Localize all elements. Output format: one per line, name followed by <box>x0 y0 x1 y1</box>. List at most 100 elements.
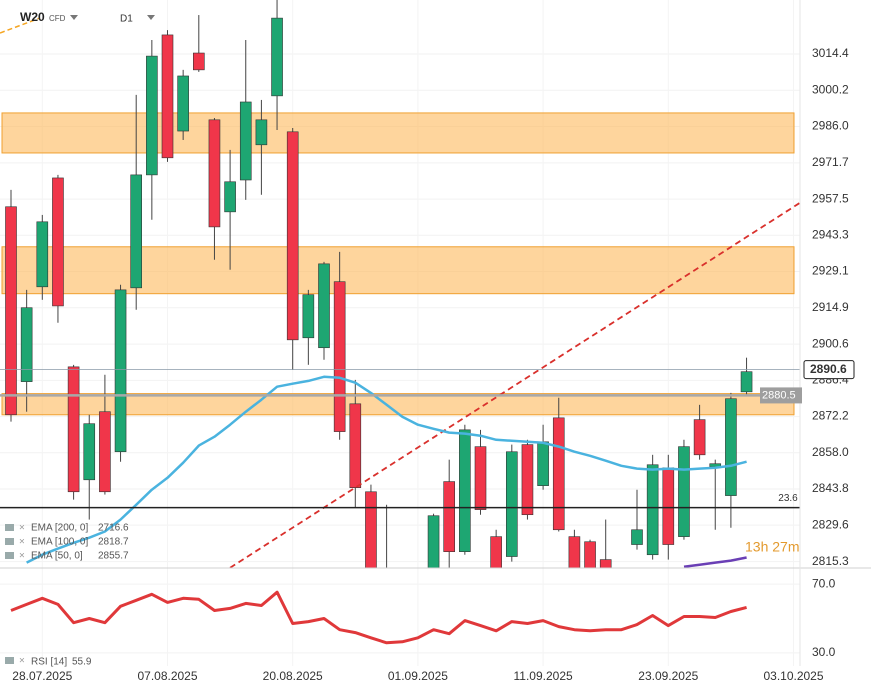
price-tag <box>803 360 855 380</box>
x-tick-label: 07.08.2025 <box>137 669 197 683</box>
candle-body <box>161 34 174 159</box>
candle-body <box>20 307 33 382</box>
symbol[interactable]: W20 <box>20 10 45 24</box>
candle-body <box>83 423 96 481</box>
candle-body <box>67 366 80 493</box>
legend-icon <box>5 657 14 664</box>
candle-body <box>490 536 502 568</box>
candle-body <box>537 441 549 486</box>
candle-body <box>224 181 236 213</box>
legend-label: EMA [50, 0] <box>31 551 83 562</box>
x-tick-label: 11.09.2025 <box>514 669 573 683</box>
candle-body <box>255 119 268 146</box>
rsi-pane <box>10 590 747 645</box>
candle-body <box>5 206 17 416</box>
overlay: W20 CFD D1 13h 27m 3014.4 3000.2 2986.0 297… <box>5 10 855 683</box>
candle-body <box>177 75 189 132</box>
candle-body <box>521 444 534 516</box>
candle-body <box>208 119 221 228</box>
candle-body <box>36 221 49 288</box>
x-tick-label: 20.08.2025 <box>263 669 323 683</box>
rsi-tick-label: 70.0 <box>812 576 836 590</box>
y-tick-label: 3000.2 <box>812 82 849 96</box>
candle-body <box>333 281 346 432</box>
price-label: 2890.6 <box>810 362 847 376</box>
candle-body <box>459 429 471 552</box>
candle-body <box>427 515 440 568</box>
candle-body <box>99 411 111 493</box>
legend-close[interactable]: × <box>19 523 25 534</box>
countdown: 13h 27m <box>745 539 799 555</box>
candle-body <box>349 403 362 488</box>
ema-line <box>26 375 747 564</box>
candle-body <box>646 464 659 556</box>
legend-close[interactable]: × <box>19 537 25 548</box>
y-tick-label: 2900.6 <box>812 336 849 350</box>
rsi-value: 55.9 <box>72 657 92 668</box>
candle-body <box>678 446 690 537</box>
candle-body <box>631 529 643 545</box>
legend-value: 2855.7 <box>98 551 129 562</box>
x-tick-label: 03.10.2025 <box>763 669 823 683</box>
candle-body <box>302 294 315 339</box>
y-tick-label: 2971.7 <box>812 155 849 169</box>
dropdown-icon[interactable] <box>147 15 155 20</box>
y-tick-label: 3014.4 <box>812 46 849 60</box>
ema-line <box>683 556 747 568</box>
candle-body <box>693 419 706 456</box>
candle-body <box>130 174 142 289</box>
candle-body <box>599 559 612 568</box>
x-tick-label: 28.07.2025 <box>12 669 72 683</box>
y-tick-label: 2914.9 <box>812 300 849 314</box>
candle-body <box>114 289 127 453</box>
dropdown-icon[interactable] <box>70 15 78 20</box>
legend-label: EMA [200, 0] <box>31 523 88 534</box>
legend-value: 2716.6 <box>98 523 129 534</box>
candle-body <box>568 536 581 568</box>
candle-body <box>725 398 737 496</box>
y-tick-label: 2943.3 <box>812 227 849 241</box>
candle-body <box>365 491 377 568</box>
legend-close[interactable]: × <box>19 551 25 562</box>
y-tick-label: 2858.0 <box>812 445 849 459</box>
price-pane <box>0 0 800 568</box>
rsi-line <box>10 590 747 645</box>
legend-value: 2818.7 <box>98 537 129 548</box>
legend-close[interactable]: × <box>19 656 25 667</box>
y-tick-label: 2986.0 <box>812 119 849 133</box>
candle-body <box>505 451 518 557</box>
y-tick-label: 2829.6 <box>812 517 849 531</box>
candle-body <box>146 55 158 176</box>
candle-body <box>286 131 299 341</box>
candle-body <box>443 481 456 552</box>
candle-body <box>193 52 205 71</box>
legend-icon <box>5 538 14 545</box>
rsi-tick-label: 30.0 <box>812 645 836 659</box>
y-tick-label: 2815.3 <box>812 554 849 568</box>
candle-body <box>318 263 330 349</box>
level-tag <box>760 387 802 404</box>
y-tick-label: 2872.2 <box>812 409 849 423</box>
legend-label: EMA [100, 0] <box>31 537 88 548</box>
candle-body <box>239 101 252 181</box>
candle-body <box>552 417 565 531</box>
zone <box>1 112 795 154</box>
decor-line <box>0 17 41 34</box>
x-tick-label: 01.09.2025 <box>388 669 448 683</box>
y-tick-label: 2843.8 <box>812 481 849 495</box>
timeframe[interactable]: D1 <box>120 14 133 25</box>
candle-body <box>52 177 64 307</box>
y-tick-label: 2929.1 <box>812 264 849 278</box>
instrument: CFD <box>49 14 66 23</box>
candle-body <box>271 17 283 97</box>
candle-body <box>474 446 487 510</box>
candle-body <box>740 371 753 393</box>
x-tick-label: 23.09.2025 <box>638 669 698 683</box>
legend-icon <box>5 552 14 559</box>
legend-icon <box>5 524 14 531</box>
candle-body <box>662 467 675 545</box>
level-label: 2880.5 <box>762 389 796 401</box>
fib-label: 23.6 <box>778 493 798 504</box>
